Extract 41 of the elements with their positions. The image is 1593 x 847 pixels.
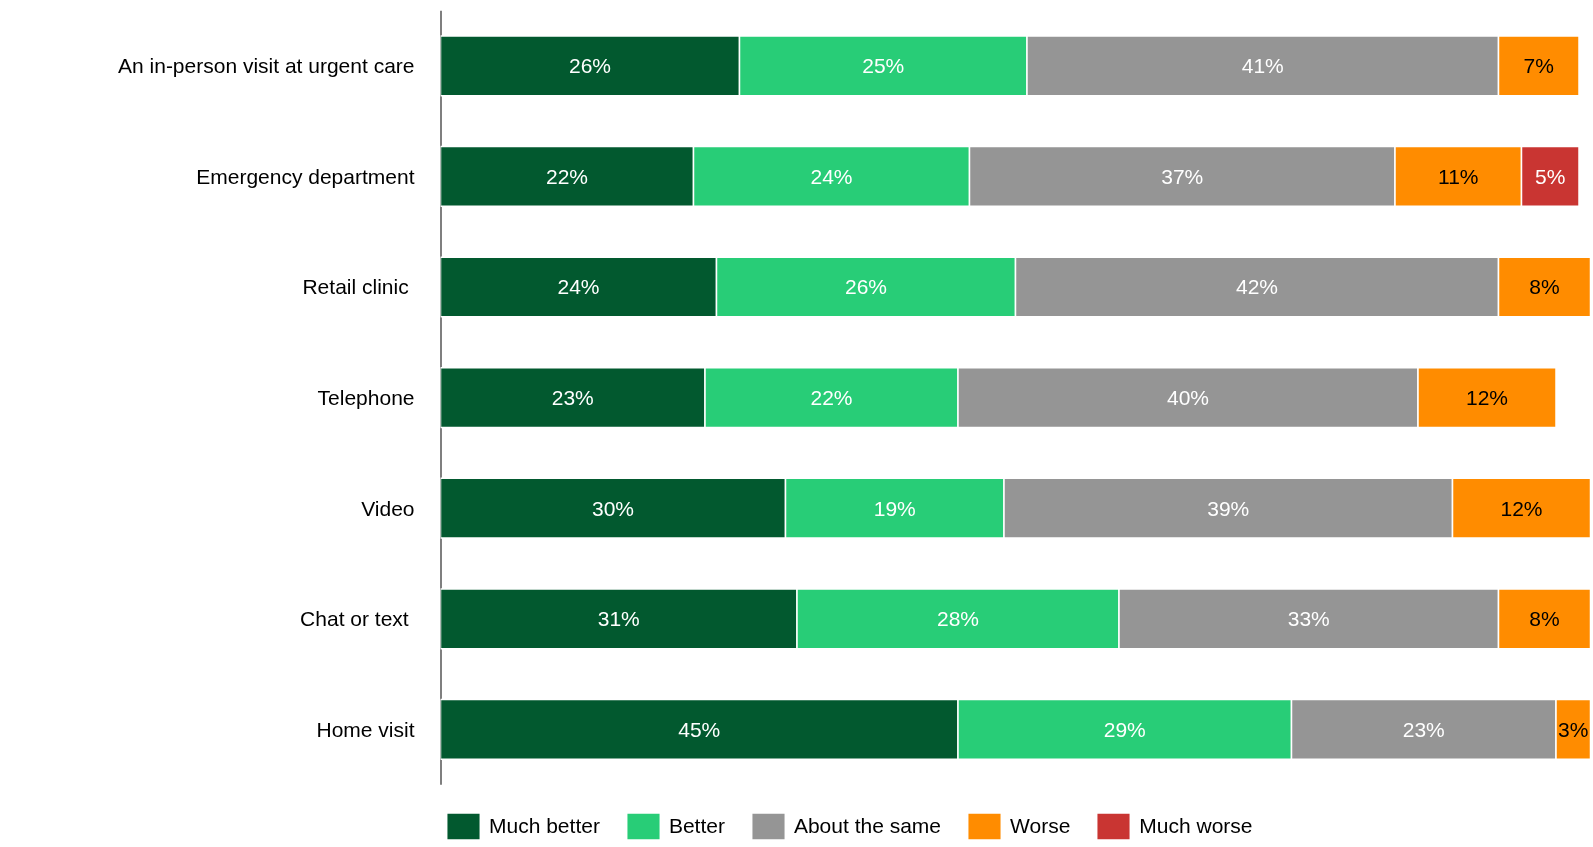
data-label: 5% [1535,164,1566,188]
data-label: 8% [1529,275,1560,299]
data-label: 3% [1558,717,1589,741]
data-label: 26% [844,275,888,299]
data-label: 7% [1523,54,1554,78]
data-label: 8% [1529,607,1560,631]
legend-label: Worse [1010,814,1071,838]
y-tick-label: Home visit [316,717,415,741]
data-label: 28% [936,607,980,631]
legend-label: About the same [793,814,942,838]
data-label: 41% [1241,54,1284,78]
data-label: 42% [1235,275,1279,299]
legend-label: Much better [489,814,600,838]
y-tick-label: Retail clinic [302,275,409,299]
legend-label: Much worse [1139,814,1253,838]
data-label: 24% [810,164,853,188]
data-label: 24% [557,275,600,299]
data-label: 29% [1103,717,1146,741]
data-label: 23% [1402,717,1445,741]
y-tick-label: Emergency department [196,164,415,188]
data-label: 39% [1207,496,1250,520]
data-label: 30% [591,496,635,520]
data-label: 23% [551,386,594,410]
data-label: 12% [1500,496,1543,520]
y-tick-label: Video [361,496,415,520]
data-label: 25% [862,54,905,78]
data-label: 37% [1161,164,1204,188]
data-label: 12% [1465,386,1509,410]
data-label: 31% [597,607,640,631]
data-label: 22% [810,386,853,410]
data-label: 26% [568,54,612,78]
y-tick-label: Chat or text [300,607,409,631]
data-label: 33% [1287,607,1330,631]
data-label: 11% [1438,164,1479,188]
data-label: 19% [873,496,916,520]
data-label: 40% [1166,386,1210,410]
y-tick-label: Telephone [317,386,415,410]
data-label: 22% [545,164,589,188]
legend-label: Better [668,814,725,838]
y-tick-label: An in-person visit at urgent care [118,54,415,78]
data-label: 45% [678,717,721,741]
